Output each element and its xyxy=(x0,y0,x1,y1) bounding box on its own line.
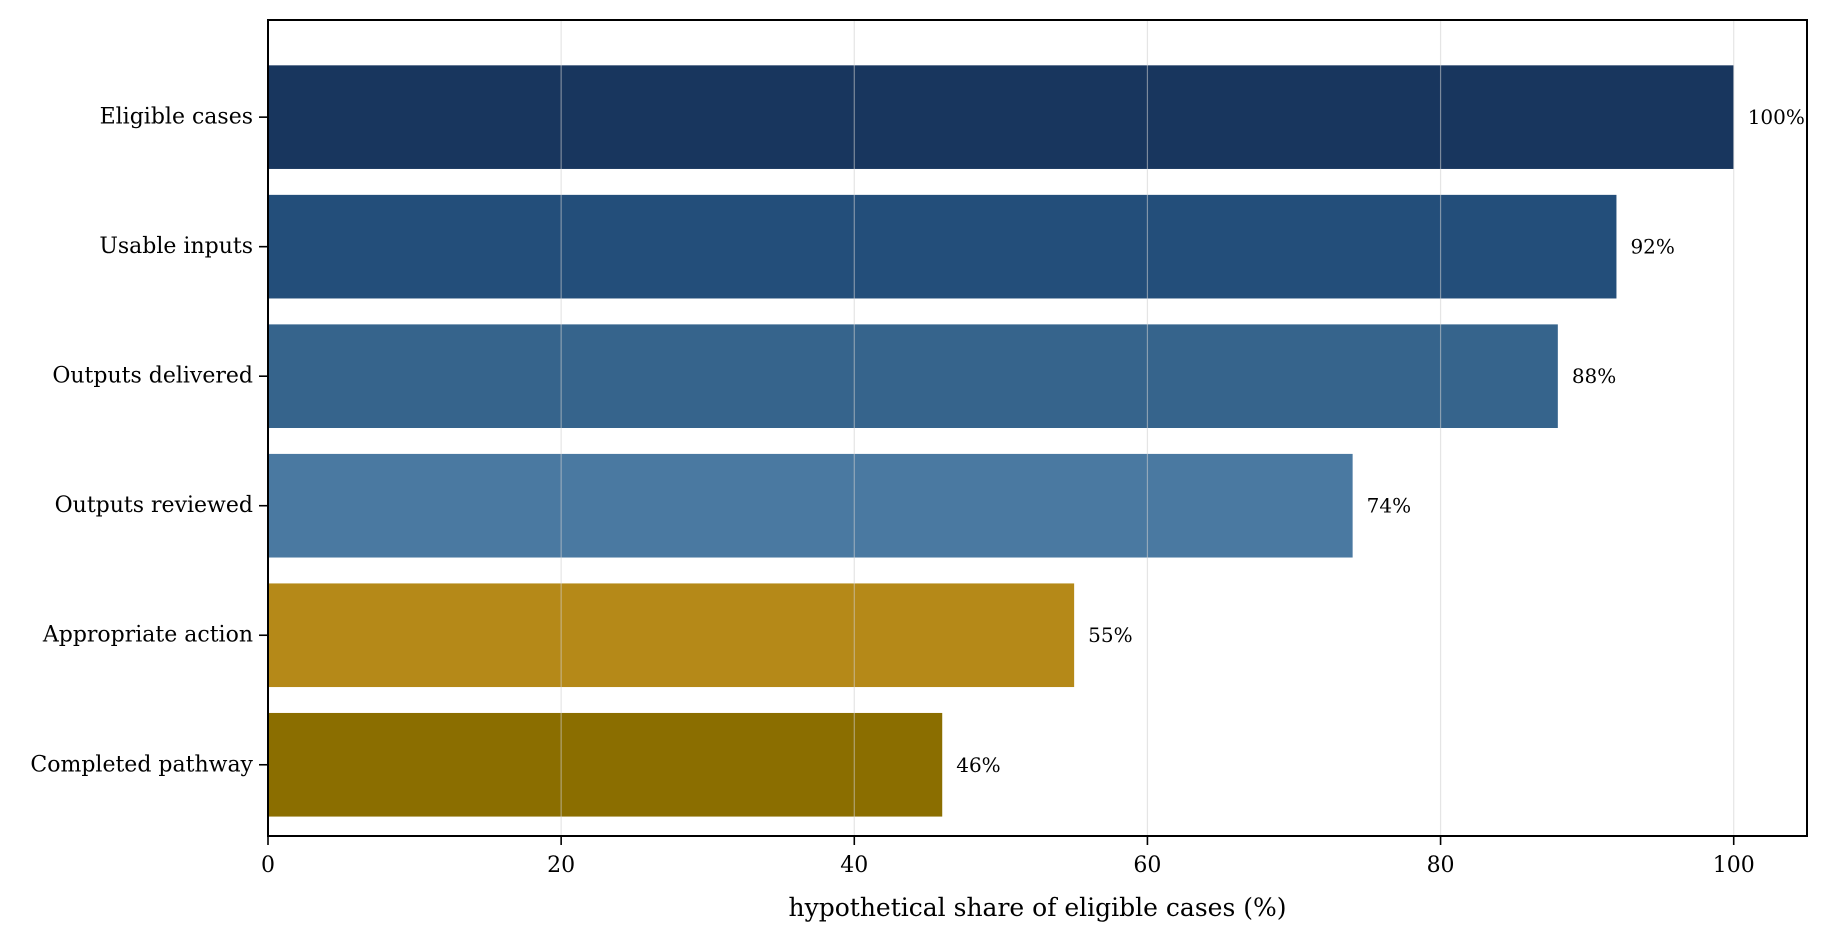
bar-eligible-cases xyxy=(268,65,1734,169)
y-tick-label: Appropriate action xyxy=(42,623,253,648)
x-tick-label: 0 xyxy=(261,853,275,878)
data-label: 100% xyxy=(1748,105,1805,129)
y-tick-label: Outputs delivered xyxy=(52,364,253,389)
data-label: 92% xyxy=(1630,235,1674,259)
bars xyxy=(268,65,1734,817)
x-axis-label: hypothetical share of eligible cases (%) xyxy=(789,893,1287,922)
x-tick-label: 40 xyxy=(840,853,868,878)
bar-outputs-reviewed xyxy=(268,453,1353,558)
x-tick-label: 80 xyxy=(1427,853,1455,878)
data-labels: 100% 92% 88% 74% 55% 46% xyxy=(956,105,1805,777)
y-tick-label: Outputs reviewed xyxy=(55,493,253,518)
data-label: 74% xyxy=(1367,494,1411,518)
x-tick-label: 20 xyxy=(547,853,575,878)
y-tick-label: Usable inputs xyxy=(99,234,253,259)
bar-appropriate-action xyxy=(268,583,1075,688)
data-label: 46% xyxy=(956,753,1000,777)
x-tick-label: 60 xyxy=(1133,853,1161,878)
data-label: 88% xyxy=(1572,364,1616,388)
data-label: 55% xyxy=(1088,623,1132,647)
bar-outputs-delivered xyxy=(268,324,1558,428)
axis-ticks: Eligible cases Usable inputs Outputs deliv… xyxy=(30,105,1754,878)
plot-frame xyxy=(267,19,1808,837)
y-tick-label: Completed pathway xyxy=(30,752,253,777)
bar-usable-inputs xyxy=(268,194,1617,299)
bar-completed-pathway xyxy=(268,712,943,817)
y-tick-label: Eligible cases xyxy=(100,105,253,130)
x-tick-label: 100 xyxy=(1713,853,1755,878)
